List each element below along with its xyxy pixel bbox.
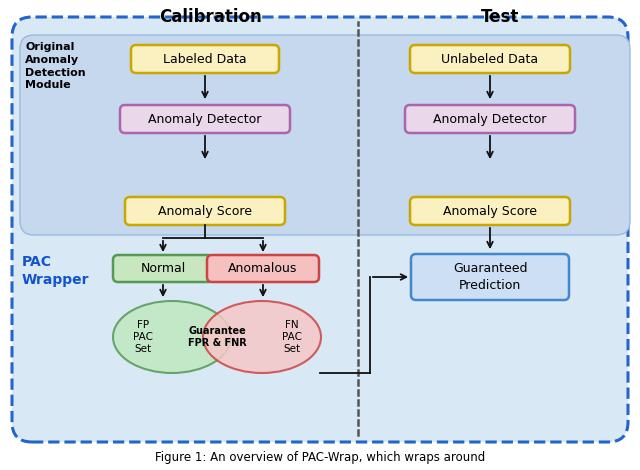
- Ellipse shape: [203, 301, 321, 373]
- Text: Calibration: Calibration: [159, 8, 261, 26]
- FancyBboxPatch shape: [411, 254, 569, 300]
- FancyBboxPatch shape: [131, 45, 279, 73]
- Text: PAC
Wrapper: PAC Wrapper: [22, 255, 90, 287]
- FancyBboxPatch shape: [405, 105, 575, 133]
- Text: FN
PAC
Set: FN PAC Set: [282, 320, 302, 354]
- Text: Labeled Data: Labeled Data: [163, 53, 247, 65]
- Text: Anomalous: Anomalous: [228, 263, 298, 275]
- Text: Anomaly Score: Anomaly Score: [443, 204, 537, 218]
- FancyBboxPatch shape: [113, 255, 213, 282]
- FancyBboxPatch shape: [12, 17, 628, 442]
- Text: Anomaly Score: Anomaly Score: [158, 204, 252, 218]
- Text: Unlabeled Data: Unlabeled Data: [442, 53, 539, 65]
- Text: Guaranteed
Prediction: Guaranteed Prediction: [452, 262, 527, 292]
- Ellipse shape: [113, 301, 231, 373]
- Text: Anomaly Detector: Anomaly Detector: [433, 112, 547, 125]
- Text: FP
PAC
Set: FP PAC Set: [133, 320, 153, 354]
- Text: Normal: Normal: [140, 263, 186, 275]
- Text: Original
Anomaly
Detection
Module: Original Anomaly Detection Module: [25, 42, 86, 90]
- FancyBboxPatch shape: [125, 197, 285, 225]
- FancyBboxPatch shape: [20, 35, 630, 235]
- FancyBboxPatch shape: [120, 105, 290, 133]
- Text: Anomaly Detector: Anomaly Detector: [148, 112, 262, 125]
- FancyBboxPatch shape: [410, 197, 570, 225]
- Text: Test: Test: [481, 8, 519, 26]
- Text: Guarantee
FPR & FNR: Guarantee FPR & FNR: [188, 326, 246, 348]
- FancyBboxPatch shape: [207, 255, 319, 282]
- FancyBboxPatch shape: [410, 45, 570, 73]
- Text: Figure 1: An overview of PAC-Wrap, which wraps around: Figure 1: An overview of PAC-Wrap, which…: [155, 451, 485, 464]
